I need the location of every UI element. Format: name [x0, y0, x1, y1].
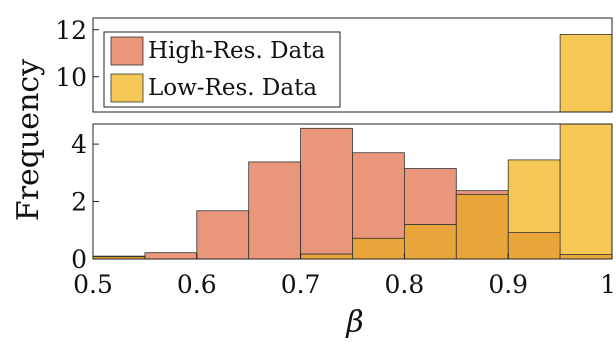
bar-overlap	[352, 237, 405, 260]
x-tick-label: 0.7	[281, 270, 321, 299]
bar-overlap	[300, 253, 353, 260]
x-tick-label: 0.6	[177, 270, 217, 299]
upper-axes-box	[92, 17, 613, 113]
legend-label-high-res: High-Res. Data	[148, 38, 325, 64]
bar-overlap	[559, 254, 613, 260]
bar-low-res	[559, 123, 613, 260]
lower-axes-box	[92, 123, 613, 260]
bar-high-res	[248, 161, 301, 260]
legend-swatch-high-res	[110, 36, 144, 66]
legend: High-Res. Data Low-Res. Data	[103, 31, 341, 108]
x-tick-label: 1	[600, 270, 616, 299]
x-tick-label: 0.5	[73, 270, 113, 299]
x-tick-label: 0.9	[488, 270, 528, 299]
upper-panel: 10 12	[55, 16, 613, 113]
bar-overlap	[403, 224, 457, 260]
legend-swatch-low-res	[110, 73, 144, 103]
y-tick-label: 4	[71, 130, 87, 159]
y-tick-label: 0	[71, 245, 87, 274]
y-axis-label: Frequency	[11, 59, 46, 221]
bar-high-res	[300, 127, 353, 260]
bar-overlap	[507, 232, 561, 260]
y-tick-label: 2	[71, 188, 87, 217]
bar-high-res	[196, 210, 250, 260]
y-tick-label: 10	[55, 63, 87, 92]
x-axis-ticks: 0.5 0.6 0.7 0.8 0.9 1	[73, 253, 616, 299]
x-tick-label: 0.8	[385, 270, 425, 299]
x-axis-label: β	[345, 305, 363, 340]
bar-low-res-upper	[559, 34, 613, 113]
y-tick-label: 12	[55, 16, 87, 45]
lower-panel: 0 2 4	[71, 123, 613, 274]
bar-overlap	[455, 193, 509, 260]
bar-high-res	[144, 252, 198, 260]
legend-label-low-res: Low-Res. Data	[148, 75, 317, 101]
